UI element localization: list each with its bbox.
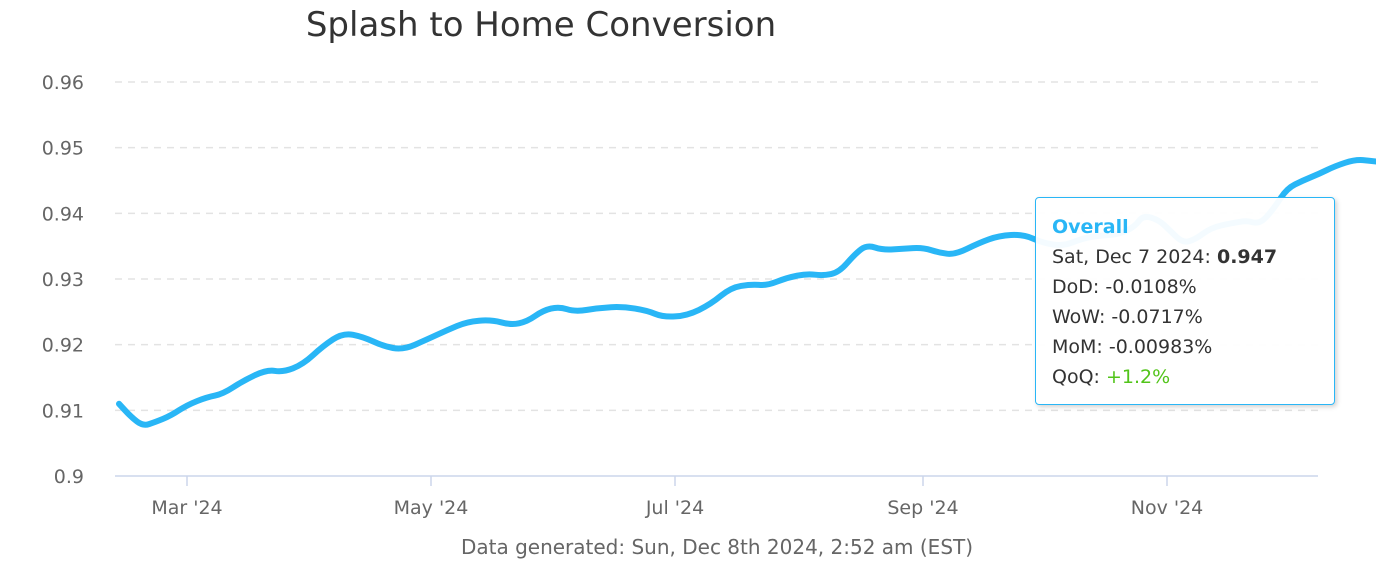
tooltip-row-value: +1.2% (1105, 366, 1171, 388)
tooltip-value: 0.947 (1216, 246, 1278, 268)
tooltip-row-qoq: QoQ: +1.2% (1052, 362, 1318, 392)
x-axis: Mar '24 May '24 Jul '24 Sep '24 Nov '24 (115, 475, 1318, 519)
tooltip-row-label: QoQ: (1052, 366, 1100, 388)
x-tick-label: Mar '24 (151, 497, 222, 519)
tooltip: Overall Sat, Dec 7 2024: 0.947 DoD: -0.0… (1035, 197, 1335, 405)
footnote: Data generated: Sun, Dec 8th 2024, 2:52 … (461, 535, 973, 559)
tooltip-row-value: -0.0108% (1105, 276, 1197, 298)
x-tick-label: Sep '24 (887, 497, 958, 519)
y-tick-label: 0.94 (42, 203, 84, 225)
tooltip-date: Sat, Dec 7 2024 (1052, 246, 1205, 268)
y-tick-label: 0.92 (42, 335, 84, 357)
series-overall[interactable] (116, 149, 1376, 428)
y-tick-label: 0.96 (42, 72, 84, 94)
y-axis: 0.96 0.95 0.94 0.93 0.92 0.91 0.9 (42, 72, 84, 488)
y-tick-label: 0.93 (42, 269, 84, 291)
tooltip-row-value: -0.0717% (1111, 306, 1203, 328)
tooltip-row-dod: DoD: -0.0108% (1052, 272, 1318, 302)
x-tick-label: Jul '24 (645, 497, 704, 519)
y-tick-label: 0.9 (54, 466, 84, 488)
tooltip-row-label: DoD: (1052, 276, 1100, 298)
y-tick-label: 0.91 (42, 400, 84, 422)
tooltip-row-label: MoM: (1052, 336, 1103, 358)
gridlines (115, 81, 1318, 412)
x-tick-label: May '24 (394, 497, 469, 519)
tooltip-row-value: -0.00983% (1108, 336, 1213, 358)
tooltip-series-name: Overall (1052, 216, 1129, 238)
x-tick-label: Nov '24 (1131, 497, 1204, 519)
tooltip-row-wow: WoW: -0.0717% (1052, 302, 1318, 332)
y-tick-label: 0.95 (42, 138, 84, 160)
chart-title: Splash to Home Conversion (306, 5, 776, 45)
tooltip-row-label: WoW: (1052, 306, 1106, 328)
series-line[interactable] (116, 157, 1376, 428)
tooltip-date-row: Sat, Dec 7 2024: 0.947 (1052, 246, 1278, 268)
tooltip-row-mom: MoM: -0.00983% (1052, 332, 1318, 362)
